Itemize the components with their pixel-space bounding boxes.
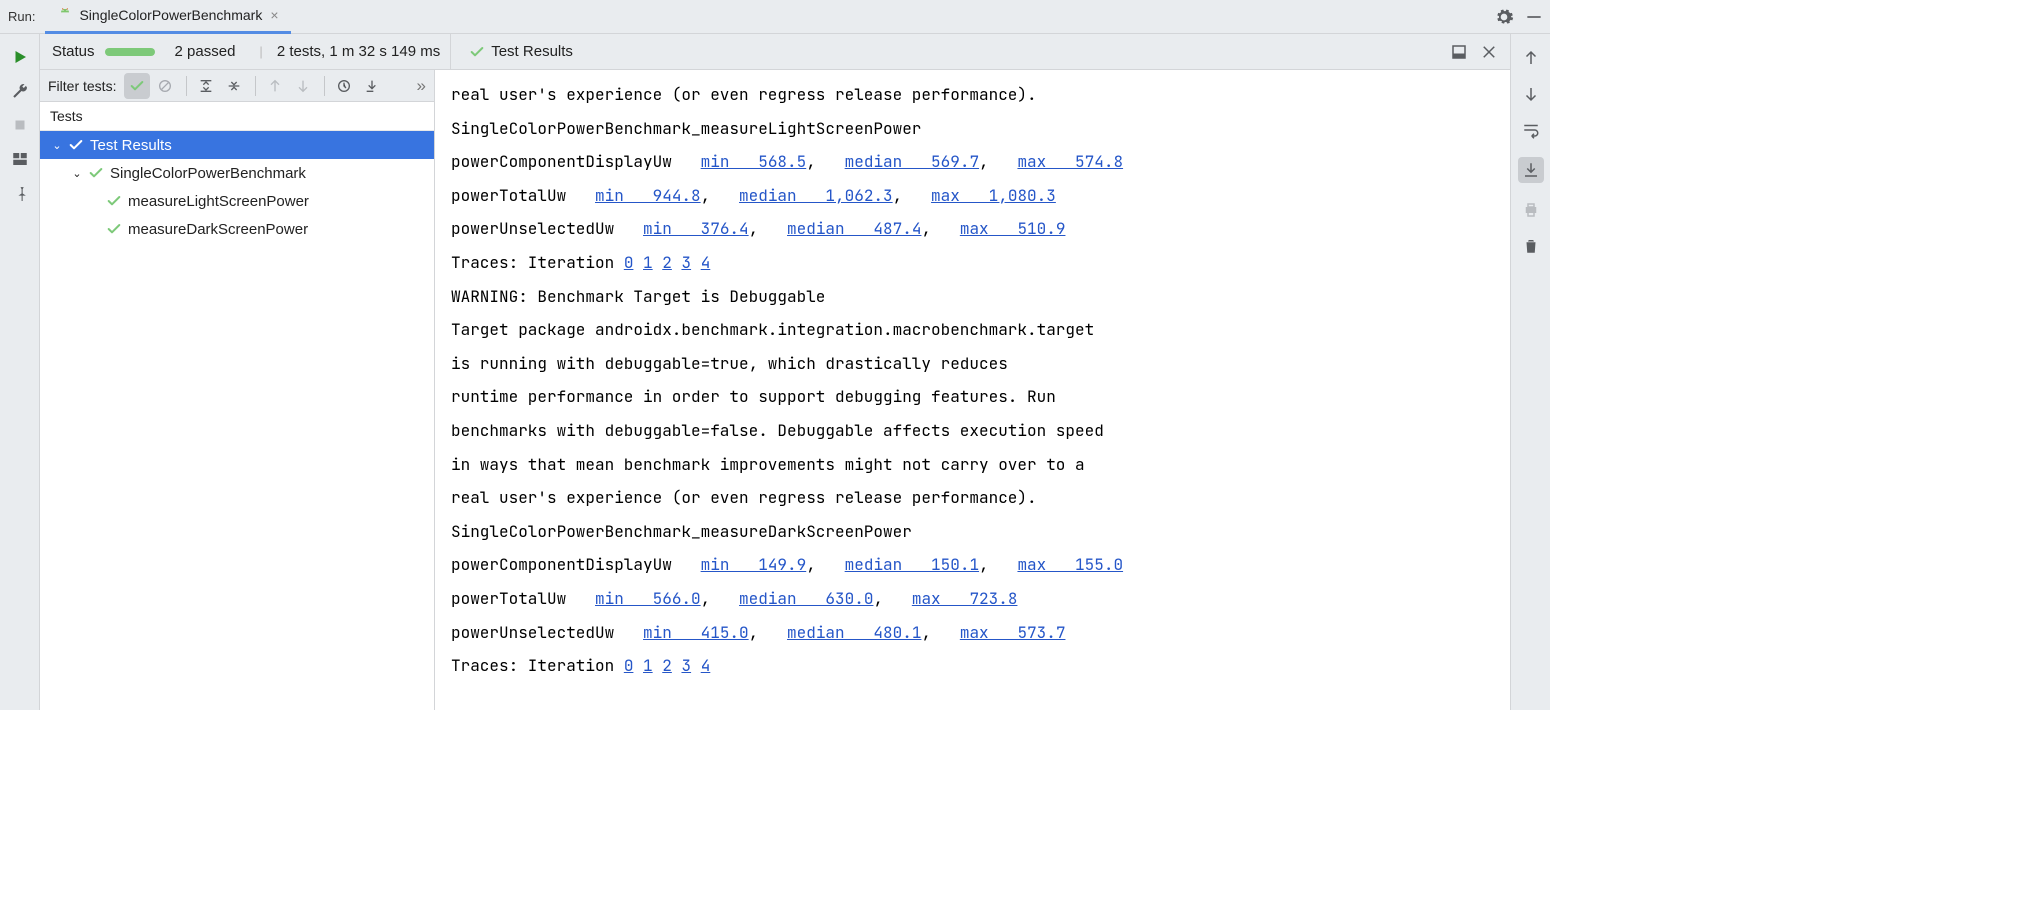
tree-test[interactable]: measureLightScreenPower xyxy=(40,187,434,215)
gear-icon[interactable] xyxy=(1494,7,1514,27)
tree-root[interactable]: ⌄ Test Results xyxy=(40,131,434,159)
tree-suite-label: SingleColorPowerBenchmark xyxy=(110,165,306,182)
check-icon xyxy=(106,193,122,209)
pin-icon[interactable] xyxy=(11,184,29,202)
check-icon xyxy=(88,165,104,181)
filter-bar: Filter tests: » xyxy=(40,70,434,102)
tree-root-label: Test Results xyxy=(90,137,172,154)
close-icon[interactable] xyxy=(1480,43,1498,61)
export-icon[interactable] xyxy=(1450,43,1468,61)
more-options-icon[interactable]: » xyxy=(417,76,426,96)
chevron-down-icon[interactable]: ⌄ xyxy=(50,139,64,152)
layout-icon[interactable] xyxy=(11,150,29,168)
check-icon xyxy=(68,137,84,153)
status-progress xyxy=(105,48,155,56)
filter-label: Filter tests: xyxy=(48,78,116,94)
test-tree-panel: Filter tests: » Tests xyxy=(40,70,435,710)
check-icon xyxy=(469,44,485,60)
soft-wrap-icon[interactable] xyxy=(1522,121,1540,139)
prev-failed-button[interactable] xyxy=(262,73,288,99)
show-ignored-button[interactable] xyxy=(152,73,178,99)
android-icon xyxy=(57,7,73,23)
results-title: Test Results xyxy=(491,43,573,60)
run-icon[interactable] xyxy=(11,48,29,66)
test-tree: ⌄ Test Results ⌄ SingleColorPowerBenchma… xyxy=(40,131,434,710)
scroll-down-icon[interactable] xyxy=(1522,85,1540,103)
tree-suite[interactable]: ⌄ SingleColorPowerBenchmark xyxy=(40,159,434,187)
status-label: Status xyxy=(52,43,95,60)
run-label: Run: xyxy=(8,9,35,24)
wrench-icon[interactable] xyxy=(11,82,29,100)
chevron-down-icon[interactable]: ⌄ xyxy=(70,167,84,180)
tab-title: SingleColorPowerBenchmark xyxy=(79,7,262,23)
check-icon xyxy=(106,221,122,237)
history-icon[interactable] xyxy=(331,73,357,99)
stop-icon[interactable] xyxy=(11,116,29,134)
scroll-up-icon[interactable] xyxy=(1522,49,1540,67)
print-icon[interactable] xyxy=(1522,201,1540,219)
show-passed-button[interactable] xyxy=(124,73,150,99)
expand-all-button[interactable] xyxy=(193,73,219,99)
top-bar: Run: SingleColorPowerBenchmark × xyxy=(0,0,1550,34)
left-toolbar xyxy=(0,34,40,710)
import-icon[interactable] xyxy=(359,73,385,99)
minimize-icon[interactable] xyxy=(1524,7,1544,27)
scroll-to-end-icon[interactable] xyxy=(1518,157,1544,183)
run-config-tab[interactable]: SingleColorPowerBenchmark × xyxy=(45,0,290,34)
close-tab-icon[interactable]: × xyxy=(270,7,278,23)
console-output[interactable]: real user's experience (or even regress … xyxy=(435,70,1510,710)
next-failed-button[interactable] xyxy=(290,73,316,99)
tree-test-label: measureLightScreenPower xyxy=(128,193,309,210)
tests-duration: 2 tests, 1 m 32 s 149 ms xyxy=(277,43,440,60)
collapse-all-button[interactable] xyxy=(221,73,247,99)
tree-test-label: measureDarkScreenPower xyxy=(128,221,308,238)
tests-header: Tests xyxy=(40,102,434,131)
passed-count: 2 passed xyxy=(175,43,236,60)
status-bar: Status 2 passed | 2 tests, 1 m 32 s 149 … xyxy=(40,34,1510,70)
tree-test[interactable]: measureDarkScreenPower xyxy=(40,215,434,243)
trash-icon[interactable] xyxy=(1522,237,1540,255)
right-toolbar xyxy=(1510,34,1550,710)
